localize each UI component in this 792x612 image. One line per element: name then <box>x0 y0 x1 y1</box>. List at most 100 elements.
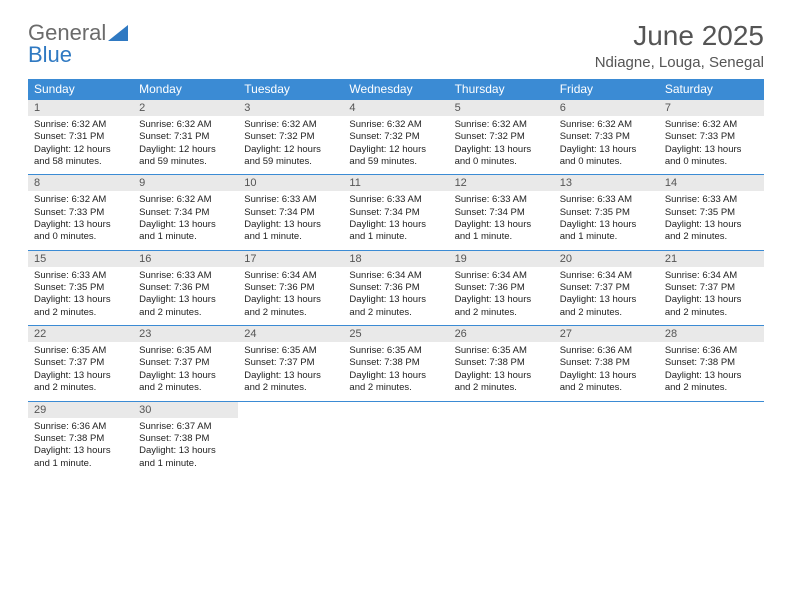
calendar-cell: 14Sunrise: 6:33 AMSunset: 7:35 PMDayligh… <box>659 175 764 250</box>
day-body: Sunrise: 6:32 AMSunset: 7:33 PMDaylight:… <box>659 116 764 174</box>
weekday-header: Wednesday <box>343 79 448 100</box>
day-number: 7 <box>659 100 764 116</box>
day-number: 22 <box>28 326 133 342</box>
calendar-cell: 21Sunrise: 6:34 AMSunset: 7:37 PMDayligh… <box>659 250 764 325</box>
calendar-cell: 29Sunrise: 6:36 AMSunset: 7:38 PMDayligh… <box>28 401 133 476</box>
day-number: 1 <box>28 100 133 116</box>
day-body: Sunrise: 6:33 AMSunset: 7:35 PMDaylight:… <box>554 191 659 249</box>
day-number: 28 <box>659 326 764 342</box>
day-body: Sunrise: 6:32 AMSunset: 7:32 PMDaylight:… <box>343 116 448 174</box>
day-body: Sunrise: 6:33 AMSunset: 7:35 PMDaylight:… <box>659 191 764 249</box>
day-body: Sunrise: 6:33 AMSunset: 7:34 PMDaylight:… <box>449 191 554 249</box>
calendar-row: 8Sunrise: 6:32 AMSunset: 7:33 PMDaylight… <box>28 175 764 250</box>
calendar-cell: 7Sunrise: 6:32 AMSunset: 7:33 PMDaylight… <box>659 100 764 175</box>
calendar-cell: 11Sunrise: 6:33 AMSunset: 7:34 PMDayligh… <box>343 175 448 250</box>
day-number: 15 <box>28 251 133 267</box>
day-body: Sunrise: 6:32 AMSunset: 7:33 PMDaylight:… <box>28 191 133 249</box>
day-body: Sunrise: 6:35 AMSunset: 7:37 PMDaylight:… <box>28 342 133 400</box>
day-number: 9 <box>133 175 238 191</box>
weekday-header: Tuesday <box>238 79 343 100</box>
day-number: 18 <box>343 251 448 267</box>
calendar-cell: 16Sunrise: 6:33 AMSunset: 7:36 PMDayligh… <box>133 250 238 325</box>
day-body: Sunrise: 6:34 AMSunset: 7:36 PMDaylight:… <box>449 267 554 325</box>
calendar-cell: 4Sunrise: 6:32 AMSunset: 7:32 PMDaylight… <box>343 100 448 175</box>
location-text: Ndiagne, Louga, Senegal <box>595 54 764 71</box>
header: General June 2025 Ndiagne, Louga, Senega… <box>28 20 764 71</box>
day-number: 11 <box>343 175 448 191</box>
calendar-cell: 27Sunrise: 6:36 AMSunset: 7:38 PMDayligh… <box>554 326 659 401</box>
day-number: 21 <box>659 251 764 267</box>
calendar-cell: 24Sunrise: 6:35 AMSunset: 7:37 PMDayligh… <box>238 326 343 401</box>
day-number: 24 <box>238 326 343 342</box>
day-number: 14 <box>659 175 764 191</box>
weekday-header: Sunday <box>28 79 133 100</box>
day-body: Sunrise: 6:33 AMSunset: 7:34 PMDaylight:… <box>238 191 343 249</box>
calendar-cell: 10Sunrise: 6:33 AMSunset: 7:34 PMDayligh… <box>238 175 343 250</box>
calendar-cell <box>554 401 659 476</box>
day-body: Sunrise: 6:34 AMSunset: 7:37 PMDaylight:… <box>554 267 659 325</box>
day-body: Sunrise: 6:32 AMSunset: 7:32 PMDaylight:… <box>449 116 554 174</box>
calendar-cell: 3Sunrise: 6:32 AMSunset: 7:32 PMDaylight… <box>238 100 343 175</box>
day-number: 20 <box>554 251 659 267</box>
calendar-cell <box>238 401 343 476</box>
calendar-row: 1Sunrise: 6:32 AMSunset: 7:31 PMDaylight… <box>28 100 764 175</box>
day-body: Sunrise: 6:34 AMSunset: 7:37 PMDaylight:… <box>659 267 764 325</box>
day-number: 12 <box>449 175 554 191</box>
day-body: Sunrise: 6:32 AMSunset: 7:31 PMDaylight:… <box>28 116 133 174</box>
calendar-cell: 12Sunrise: 6:33 AMSunset: 7:34 PMDayligh… <box>449 175 554 250</box>
calendar-cell: 17Sunrise: 6:34 AMSunset: 7:36 PMDayligh… <box>238 250 343 325</box>
day-body: Sunrise: 6:35 AMSunset: 7:37 PMDaylight:… <box>238 342 343 400</box>
calendar-cell: 25Sunrise: 6:35 AMSunset: 7:38 PMDayligh… <box>343 326 448 401</box>
day-number: 23 <box>133 326 238 342</box>
day-number: 3 <box>238 100 343 116</box>
calendar-cell: 30Sunrise: 6:37 AMSunset: 7:38 PMDayligh… <box>133 401 238 476</box>
weekday-header: Friday <box>554 79 659 100</box>
day-number: 16 <box>133 251 238 267</box>
day-body: Sunrise: 6:34 AMSunset: 7:36 PMDaylight:… <box>238 267 343 325</box>
day-number: 29 <box>28 402 133 418</box>
calendar-cell: 5Sunrise: 6:32 AMSunset: 7:32 PMDaylight… <box>449 100 554 175</box>
calendar-cell: 8Sunrise: 6:32 AMSunset: 7:33 PMDaylight… <box>28 175 133 250</box>
calendar-cell: 26Sunrise: 6:35 AMSunset: 7:38 PMDayligh… <box>449 326 554 401</box>
day-body: Sunrise: 6:34 AMSunset: 7:36 PMDaylight:… <box>343 267 448 325</box>
day-body: Sunrise: 6:32 AMSunset: 7:31 PMDaylight:… <box>133 116 238 174</box>
day-number: 13 <box>554 175 659 191</box>
logo-triangle-icon <box>108 25 128 41</box>
day-body: Sunrise: 6:35 AMSunset: 7:38 PMDaylight:… <box>449 342 554 400</box>
calendar-cell: 20Sunrise: 6:34 AMSunset: 7:37 PMDayligh… <box>554 250 659 325</box>
day-body: Sunrise: 6:32 AMSunset: 7:33 PMDaylight:… <box>554 116 659 174</box>
month-title: June 2025 <box>595 20 764 52</box>
day-body: Sunrise: 6:32 AMSunset: 7:34 PMDaylight:… <box>133 191 238 249</box>
day-body: Sunrise: 6:33 AMSunset: 7:34 PMDaylight:… <box>343 191 448 249</box>
calendar-cell: 2Sunrise: 6:32 AMSunset: 7:31 PMDaylight… <box>133 100 238 175</box>
day-number: 27 <box>554 326 659 342</box>
day-number: 10 <box>238 175 343 191</box>
day-number: 17 <box>238 251 343 267</box>
calendar-cell <box>449 401 554 476</box>
day-body: Sunrise: 6:33 AMSunset: 7:36 PMDaylight:… <box>133 267 238 325</box>
day-number: 19 <box>449 251 554 267</box>
calendar-cell <box>343 401 448 476</box>
weekday-header: Saturday <box>659 79 764 100</box>
day-body: Sunrise: 6:36 AMSunset: 7:38 PMDaylight:… <box>659 342 764 400</box>
title-block: June 2025 Ndiagne, Louga, Senegal <box>595 20 764 71</box>
calendar-cell <box>659 401 764 476</box>
calendar-cell: 18Sunrise: 6:34 AMSunset: 7:36 PMDayligh… <box>343 250 448 325</box>
calendar-cell: 23Sunrise: 6:35 AMSunset: 7:37 PMDayligh… <box>133 326 238 401</box>
weekday-header: Thursday <box>449 79 554 100</box>
calendar-cell: 28Sunrise: 6:36 AMSunset: 7:38 PMDayligh… <box>659 326 764 401</box>
day-body: Sunrise: 6:36 AMSunset: 7:38 PMDaylight:… <box>554 342 659 400</box>
day-number: 26 <box>449 326 554 342</box>
day-number: 5 <box>449 100 554 116</box>
day-number: 6 <box>554 100 659 116</box>
day-number: 30 <box>133 402 238 418</box>
calendar-cell: 15Sunrise: 6:33 AMSunset: 7:35 PMDayligh… <box>28 250 133 325</box>
calendar-cell: 19Sunrise: 6:34 AMSunset: 7:36 PMDayligh… <box>449 250 554 325</box>
logo-text-blue: Blue <box>28 42 72 68</box>
day-body: Sunrise: 6:35 AMSunset: 7:38 PMDaylight:… <box>343 342 448 400</box>
weekday-header-row: Sunday Monday Tuesday Wednesday Thursday… <box>28 79 764 100</box>
day-number: 4 <box>343 100 448 116</box>
day-body: Sunrise: 6:36 AMSunset: 7:38 PMDaylight:… <box>28 418 133 476</box>
calendar-cell: 22Sunrise: 6:35 AMSunset: 7:37 PMDayligh… <box>28 326 133 401</box>
day-body: Sunrise: 6:35 AMSunset: 7:37 PMDaylight:… <box>133 342 238 400</box>
